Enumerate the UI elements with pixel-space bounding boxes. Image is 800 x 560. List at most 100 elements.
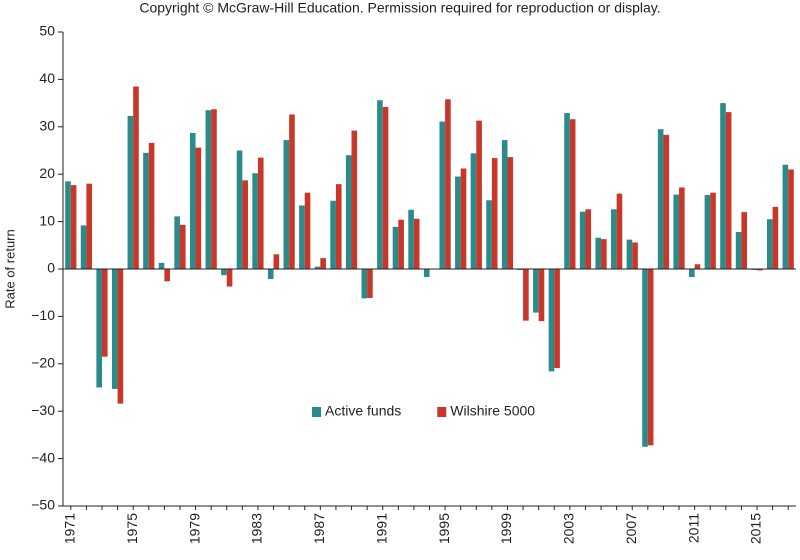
bar (65, 181, 71, 269)
y-tick-label: 30 (39, 118, 55, 134)
y-tick-label: −40 (31, 449, 55, 465)
bar (361, 269, 368, 299)
x-tick-label: 2015 (748, 513, 764, 544)
bar (314, 266, 321, 269)
x-tick-label: 1995 (436, 513, 452, 544)
bar (569, 119, 576, 269)
x-tick-label: 1999 (498, 513, 514, 544)
bar (195, 147, 202, 269)
bar (86, 183, 93, 269)
y-tick-label: 40 (39, 70, 55, 86)
bar (725, 112, 732, 269)
x-tick-label: 1991 (373, 513, 389, 544)
bar (205, 110, 212, 270)
bar (320, 258, 326, 269)
x-tick-label: 1979 (186, 513, 202, 544)
legend-label: Active funds (325, 403, 401, 419)
bar (117, 269, 124, 404)
bar (548, 269, 555, 372)
bar (486, 200, 492, 269)
bar (96, 269, 102, 388)
bar (689, 269, 695, 278)
bar (211, 109, 217, 270)
bar (663, 134, 670, 269)
bar (788, 169, 794, 269)
bar (70, 185, 77, 269)
bar (455, 176, 461, 269)
bar (257, 157, 264, 269)
bar (423, 269, 430, 278)
bar (174, 216, 180, 269)
bar (554, 269, 560, 369)
bar (460, 168, 467, 269)
bar (236, 150, 243, 269)
bar (538, 269, 545, 322)
bar (398, 219, 404, 269)
bar (283, 140, 290, 269)
y-tick-label: −10 (31, 307, 55, 323)
bar (101, 269, 108, 357)
bar (491, 158, 498, 269)
legend-label: Wilshire 5000 (450, 403, 535, 419)
bar (226, 269, 233, 287)
bar (579, 211, 586, 269)
bar (382, 106, 389, 269)
y-tick-label: 10 (39, 212, 55, 228)
x-tick-label: 1971 (62, 513, 78, 544)
bar (766, 219, 773, 269)
bar (143, 152, 149, 269)
x-tick-label: 1975 (124, 513, 140, 544)
y-tick-label: −20 (31, 355, 55, 371)
bar (445, 99, 451, 269)
bar (611, 209, 617, 269)
bar (470, 153, 477, 269)
bar (158, 262, 165, 269)
bar (632, 242, 638, 269)
bar (694, 264, 701, 269)
bar (289, 114, 295, 269)
x-tick-label: 2011 (685, 513, 701, 543)
bar (351, 130, 358, 269)
y-tick-label: 0 (47, 260, 55, 276)
bar (720, 103, 726, 269)
bar (273, 254, 280, 269)
x-tick-label: 1987 (311, 513, 327, 544)
bar (564, 113, 570, 269)
bar (252, 173, 258, 269)
bar (335, 184, 342, 269)
bar (772, 206, 779, 269)
bar (673, 194, 680, 269)
chart-title: Copyright © McGraw-Hill Education. Permi… (139, 0, 660, 16)
bar (595, 237, 602, 269)
bar (507, 157, 514, 269)
bar (642, 269, 648, 447)
bar (439, 121, 446, 269)
y-tick-label: −30 (31, 402, 55, 418)
bar (392, 226, 399, 269)
bar (80, 225, 87, 269)
bar (299, 205, 305, 269)
bar (782, 164, 789, 269)
bar (148, 142, 155, 269)
bar (501, 140, 508, 269)
bar (704, 195, 711, 269)
bar (710, 192, 716, 269)
bar (127, 115, 134, 269)
bar (523, 269, 529, 321)
bar (476, 120, 482, 269)
y-tick-label: 20 (39, 165, 55, 181)
bar (367, 269, 373, 298)
bar (585, 209, 592, 269)
bar (345, 155, 352, 269)
bar (647, 269, 654, 446)
bar (267, 269, 274, 279)
bar (133, 86, 139, 269)
bar (741, 212, 748, 269)
y-tick-label: −50 (31, 497, 55, 513)
bar (735, 232, 742, 269)
bar (304, 192, 311, 269)
bar (242, 180, 248, 269)
bar (164, 269, 170, 282)
